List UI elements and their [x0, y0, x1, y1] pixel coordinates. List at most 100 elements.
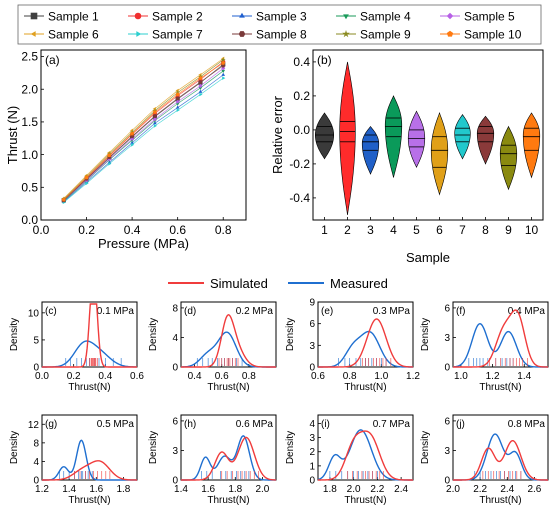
x-tick-label: 9 [505, 223, 512, 237]
y-tick-label: 6 [172, 416, 178, 427]
legend-marker [446, 12, 454, 20]
legend-label: Sample 2 [152, 10, 203, 24]
y-axis-label: Relative error [270, 95, 285, 174]
violin-sample-9 [499, 125, 518, 191]
y-tick-label: 3 [444, 446, 450, 457]
y-axis-label: Density [285, 318, 296, 351]
data-point [221, 69, 226, 74]
x-tick-label: 0.8 [343, 371, 357, 382]
plot-frame [41, 414, 138, 481]
data-point [61, 197, 66, 202]
violin-sample-2 [339, 61, 356, 215]
x-tick-label: 8 [482, 223, 489, 237]
pressure-annotation: 0.8 MPa [508, 419, 546, 430]
x-tick-label: 2.4 [394, 484, 408, 495]
data-point [175, 102, 180, 106]
x-tick-label: 0.8 [215, 223, 232, 237]
legend-item-9: Sample 9 [336, 28, 411, 42]
legend-label: Sample 7 [152, 28, 203, 42]
panel-label: (i) [321, 419, 330, 430]
series-line [63, 59, 224, 200]
y-tick-label: 0 [309, 476, 315, 487]
x-tick-label: 4 [390, 223, 397, 237]
simulated-series [42, 460, 137, 481]
plot-frame [41, 301, 138, 368]
simulated-series [318, 318, 414, 368]
series-sample-7 [62, 76, 226, 205]
series-line [63, 65, 224, 201]
pressure-annotation: 0.2 MPa [236, 306, 274, 317]
violin-sample-7 [454, 114, 471, 160]
y-axis-label: Density [148, 431, 159, 464]
pressure-annotation: 0.5 MPa [97, 419, 135, 430]
x-tick-label: 1.2 [486, 371, 500, 382]
legend-item-1: Sample 1 [24, 10, 99, 24]
violin-body [454, 114, 471, 160]
violin-sample-10 [522, 112, 541, 179]
y-tick-label: 8 [172, 303, 178, 314]
pressure-annotation: 0.4 MPa [508, 306, 546, 317]
x-axis-label: Thrust(N) [68, 495, 110, 506]
legend-label: Sample 10 [464, 28, 522, 42]
x-tick-label: 1.2 [35, 484, 49, 495]
legend-item-5: Sample 5 [440, 10, 515, 24]
legend-top: Sample 1 Sample 2 Sample 3 Sample 4 Sample 5… [17, 4, 542, 45]
data-point [152, 114, 157, 118]
violin-sample-8 [476, 115, 495, 165]
violin-sample-3 [361, 126, 380, 175]
y-tick-label: 4 [309, 419, 315, 430]
x-axis-label: Thrust(N) [207, 382, 249, 393]
data-point [176, 108, 180, 112]
data-point [152, 117, 157, 122]
series-line [63, 58, 224, 199]
x-tick-label: 0.0 [35, 371, 49, 382]
x-tick-label: 7 [459, 223, 466, 237]
simulated-series [318, 430, 413, 481]
series-line [63, 74, 224, 202]
data-point [175, 89, 181, 95]
panel-label: (a) [45, 53, 60, 67]
data-point [152, 110, 157, 114]
x-tick-label: 1.0 [454, 371, 468, 382]
x-tick-label: 1.8 [323, 484, 337, 495]
violin-body [407, 110, 426, 169]
x-tick-label: 1.6 [201, 484, 215, 495]
y-tick-label: 0 [444, 363, 450, 374]
x-tick-label: 2.4 [500, 484, 514, 495]
x-axis-label: Thrust(N) [68, 382, 110, 393]
y-tick-label: 1 [309, 461, 315, 472]
y-tick-label: 0 [172, 363, 178, 374]
y-tick-label: 0 [444, 476, 450, 487]
legend-simulated-measured: Simulated Measured [168, 276, 388, 291]
legend-marker [343, 14, 349, 20]
violin-sample-6 [430, 111, 449, 196]
x-tick-label: 0.4 [98, 371, 112, 382]
legend-marker [134, 12, 142, 20]
violin-body [430, 111, 449, 196]
x-tick-label: 1.4 [174, 484, 188, 495]
violin-body [499, 125, 518, 191]
violin-sample-1 [314, 112, 335, 160]
y-axis-label: Density [420, 318, 431, 351]
legend-label: Sample 3 [256, 10, 307, 24]
series-line [63, 68, 224, 201]
x-axis-label: Thrust(N) [207, 495, 249, 506]
x-tick-label: 0.6 [169, 223, 186, 237]
data-point [131, 142, 135, 147]
y-axis-label: Density [9, 318, 20, 351]
series-line [63, 70, 224, 202]
y-tick-label: 6 [444, 416, 450, 427]
x-tick-label: 10 [525, 223, 539, 237]
data-point [198, 83, 203, 89]
legend-item-10: Sample 10 [440, 28, 522, 42]
plot-frame [452, 414, 549, 481]
plot-frame [452, 301, 549, 368]
panel-i: 1.8 2.0 2.2 2.4 0 1 2 3 4 (i) 0.7 MPa Thrust(N) Dens… [285, 414, 414, 506]
series-line [63, 62, 224, 200]
x-tick-label: 1.8 [228, 484, 242, 495]
panel-b: 1 2 3 4 5 6 7 8 9 10 -0.4 -0.2 0.0 0.2 0.4 (b) Sample Rel… [270, 49, 544, 265]
data-point [221, 72, 226, 76]
simulated-density-curve [318, 318, 414, 368]
legend-item-3: Sample 3 [232, 10, 307, 24]
y-axis-label: Density [9, 431, 20, 464]
